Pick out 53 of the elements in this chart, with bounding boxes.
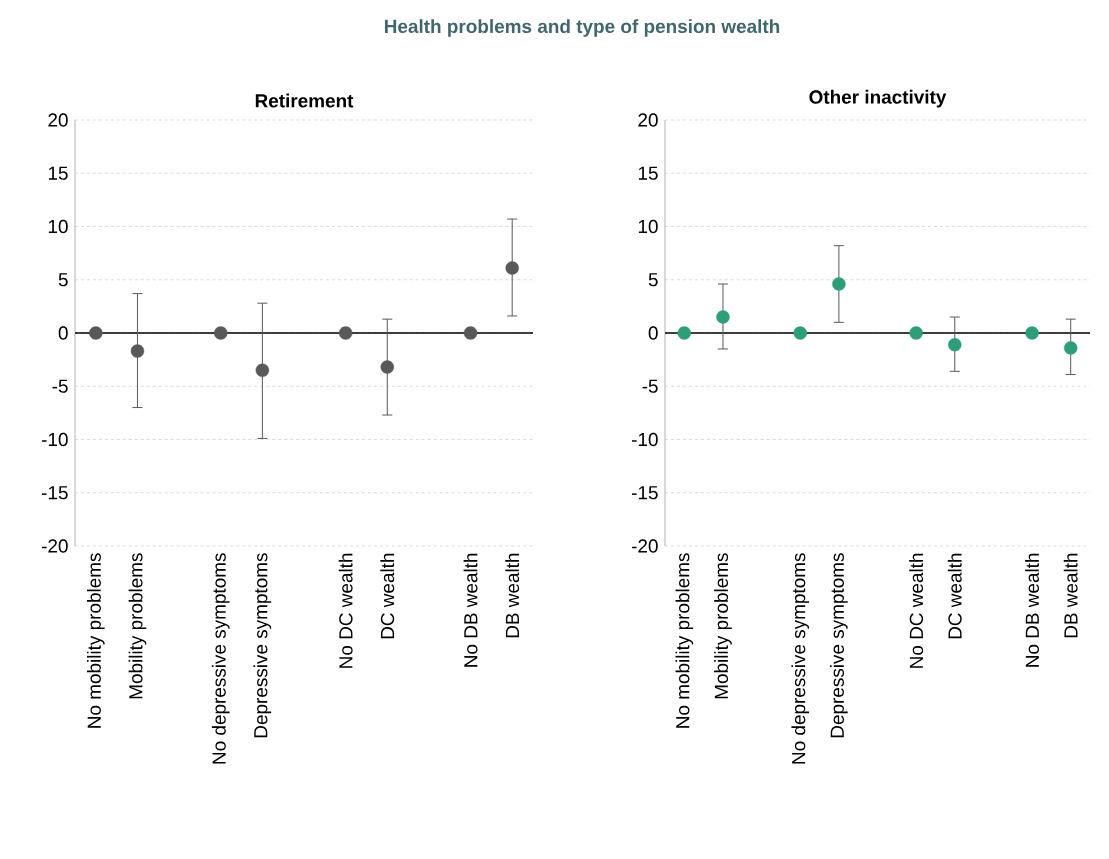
y-tick-label: 0 xyxy=(58,326,68,340)
y-tick-label: 0 xyxy=(648,326,658,340)
x-tick-label: No DC wealth xyxy=(909,553,924,668)
x-tick-label: No DB wealth xyxy=(463,553,478,667)
y-tick-label: 15 xyxy=(638,166,658,180)
y-tick-label: -15 xyxy=(631,486,658,500)
point xyxy=(909,326,923,340)
point xyxy=(214,326,228,340)
y-tick-label: -5 xyxy=(642,379,658,393)
y-tick-label: -20 xyxy=(41,539,68,553)
point xyxy=(338,326,353,340)
point xyxy=(716,310,730,324)
y-tick-label: -10 xyxy=(41,432,68,447)
point xyxy=(89,326,103,340)
y-tick-label: 5 xyxy=(58,273,68,287)
y-tick-label: -15 xyxy=(41,486,68,500)
x-tick-label: No DC wealth xyxy=(338,553,353,668)
point xyxy=(463,326,478,340)
x-tick-label: No depressive symptoms xyxy=(211,553,230,764)
x-tick-label: DB wealth xyxy=(505,553,520,638)
y-tick-label: 10 xyxy=(48,219,68,234)
point xyxy=(255,363,270,377)
y-tick-label: 15 xyxy=(48,166,68,180)
y-tick-label: 20 xyxy=(638,113,658,127)
point xyxy=(677,326,692,340)
x-tick-label: DC wealth xyxy=(947,553,962,639)
x-tick-label: No mobility problems xyxy=(675,553,694,728)
x-tick-label: No depressive symptoms xyxy=(791,553,810,764)
point xyxy=(1025,326,1039,340)
point xyxy=(1064,341,1078,355)
x-tick-label: No mobility problems xyxy=(86,553,105,728)
x-tick-label: Depressive symptoms xyxy=(830,553,848,738)
chart-title: Other inactivity xyxy=(809,89,947,108)
x-tick-label: DB wealth xyxy=(1063,553,1078,638)
x-tick-label: Mobility problems xyxy=(128,553,147,699)
x-tick-label: Mobility problems xyxy=(714,553,732,699)
y-tick-label: -20 xyxy=(631,539,658,553)
point xyxy=(948,338,962,352)
text: Health problems and type of pension wealth xyxy=(385,19,780,37)
x-tick-label: No DB wealth xyxy=(1025,553,1040,667)
point xyxy=(793,326,807,340)
y-tick-label: 20 xyxy=(48,113,68,127)
y-tick-label: -10 xyxy=(631,432,658,447)
x-tick-label: DC wealth xyxy=(380,553,395,639)
point xyxy=(130,344,145,358)
y-tick-label: 5 xyxy=(648,273,658,287)
x-tick-label: Depressive symptoms xyxy=(253,553,272,738)
point xyxy=(380,360,394,374)
chart-title: Retirement xyxy=(255,93,354,108)
y-tick-label: 10 xyxy=(638,219,658,234)
point xyxy=(505,261,519,275)
y-tick-label: -5 xyxy=(52,379,68,393)
point xyxy=(832,277,846,291)
